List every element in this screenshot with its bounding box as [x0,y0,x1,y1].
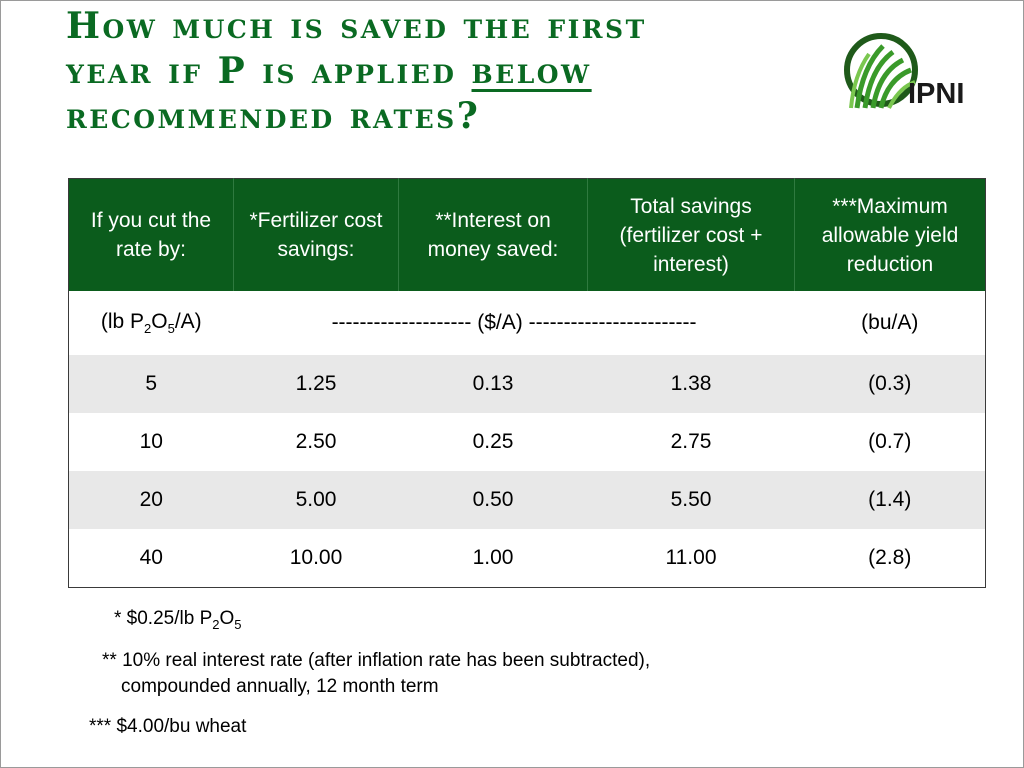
unit-rate: (lb P2O5/A) [68,291,234,355]
header-rate-cut: If you cut the rate by: [68,178,234,291]
cell-total: 11.00 [587,529,795,588]
cell-total: 2.75 [587,413,795,471]
table-header-row: If you cut the rate by: *Fertilizer cost… [68,178,986,291]
cell-yield: (2.8) [794,529,986,588]
cell-yield: (0.7) [794,413,986,471]
units-row: (lb P2O5/A) -------------------- ($/A) -… [68,291,986,355]
cell-interest: 0.50 [398,471,588,529]
unit-yield: (bu/A) [794,291,986,355]
cell-rate: 20 [68,471,234,529]
cell-rate: 10 [68,413,234,471]
cell-yield: (1.4) [794,471,986,529]
cell-interest: 0.25 [398,413,588,471]
cell-fertilizer: 2.50 [233,413,399,471]
cell-total: 1.38 [587,355,795,413]
cell-fertilizer: 5.00 [233,471,399,529]
table-row: 20 5.00 0.50 5.50 (1.4) [68,471,986,529]
header-fertilizer-savings: *Fertilizer cost savings: [233,178,399,291]
footnote-wheat-price: *** $4.00/bu wheat [89,716,247,737]
table-row: 10 2.50 0.25 2.75 (0.7) [68,413,986,471]
table-row: 40 10.00 1.00 11.00 (2.8) [68,529,986,588]
title-line-1: How much is saved the first [66,5,647,47]
title-line-2-prefix: year if P is applied [66,50,472,92]
slide-title: How much is saved the first year if P is… [66,4,826,139]
cell-yield: (0.3) [794,355,986,413]
cell-fertilizer: 10.00 [233,529,399,588]
unit-money: -------------------- ($/A) -------------… [233,291,795,355]
footnote-fertilizer-price: * $0.25/lb P2O5 [114,608,242,632]
cell-fertilizer: 1.25 [233,355,399,413]
cell-rate: 5 [68,355,234,413]
cell-total: 5.50 [587,471,795,529]
header-interest: **Interest on money saved: [398,178,588,291]
header-yield-reduction: ***Maximum allowable yield reduction [794,178,986,291]
title-emphasis-below: below [471,50,592,92]
footnote-interest-term: compounded annually, 12 month term [121,676,439,697]
header-total-savings: Total savings (fertilizer cost + interes… [587,178,795,291]
cell-interest: 1.00 [398,529,588,588]
table-row: 5 1.25 0.13 1.38 (0.3) [68,355,986,413]
ipni-logo-icon [844,33,918,109]
title-line-3: recommended rates? [66,95,481,137]
logo-text: IPNI [908,78,965,110]
footnote-interest-rate: ** 10% real interest rate (after inflati… [102,650,651,671]
cell-interest: 0.13 [398,355,588,413]
cell-rate: 40 [68,529,234,588]
savings-table: If you cut the rate by: *Fertilizer cost… [68,178,986,588]
